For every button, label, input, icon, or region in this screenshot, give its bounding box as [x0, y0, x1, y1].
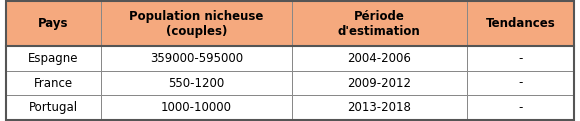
Text: -: -	[519, 52, 523, 65]
Text: -: -	[519, 76, 523, 90]
Text: 2004-2006: 2004-2006	[347, 52, 411, 65]
Text: 359000-595000: 359000-595000	[150, 52, 243, 65]
Text: Tendances: Tendances	[485, 17, 555, 30]
Bar	[292, 95, 467, 120]
Text: Population nicheuse
(couples): Population nicheuse (couples)	[129, 10, 263, 38]
Bar	[292, 46, 467, 71]
Bar	[101, 95, 292, 120]
Text: Pays: Pays	[38, 17, 68, 30]
Bar	[101, 46, 292, 71]
Text: Espagne: Espagne	[28, 52, 79, 65]
Text: 2013-2018: 2013-2018	[347, 101, 411, 114]
Bar	[6, 95, 101, 120]
Text: 2009-2012: 2009-2012	[347, 76, 411, 90]
Bar	[292, 1, 467, 46]
Bar	[6, 46, 101, 71]
Text: -: -	[519, 101, 523, 114]
Bar	[6, 71, 101, 95]
Bar	[101, 1, 292, 46]
Text: Portugal: Portugal	[29, 101, 78, 114]
Bar	[292, 71, 467, 95]
Bar	[6, 1, 101, 46]
Bar	[101, 71, 292, 95]
Bar	[467, 95, 574, 120]
Text: France: France	[34, 76, 73, 90]
Bar	[467, 71, 574, 95]
Text: 550-1200: 550-1200	[168, 76, 224, 90]
Bar	[467, 46, 574, 71]
Text: 1000-10000: 1000-10000	[161, 101, 232, 114]
Text: Période
d'estimation: Période d'estimation	[338, 10, 420, 38]
Bar	[467, 1, 574, 46]
